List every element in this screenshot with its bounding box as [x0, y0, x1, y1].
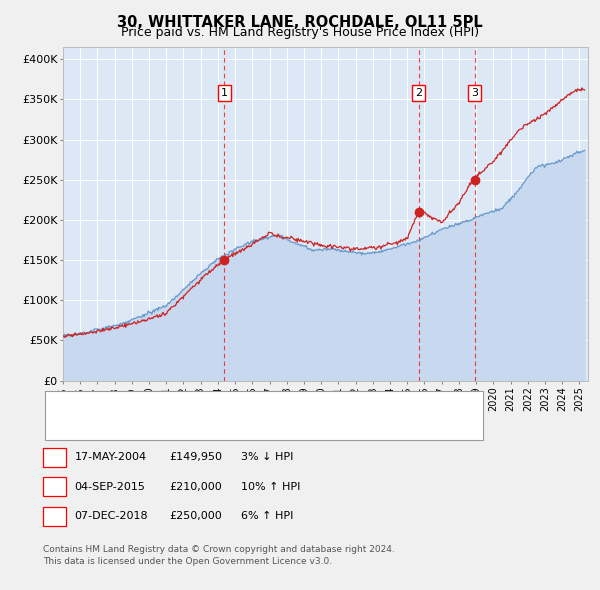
Text: 04-SEP-2015: 04-SEP-2015 — [74, 482, 145, 491]
Text: 3% ↓ HPI: 3% ↓ HPI — [241, 453, 293, 462]
Text: 2: 2 — [415, 88, 422, 98]
Text: 6% ↑ HPI: 6% ↑ HPI — [241, 512, 293, 521]
Text: This data is licensed under the Open Government Licence v3.0.: This data is licensed under the Open Gov… — [43, 557, 332, 566]
Text: 07-DEC-2018: 07-DEC-2018 — [74, 512, 148, 521]
Text: 10% ↑ HPI: 10% ↑ HPI — [241, 482, 301, 491]
Text: 30, WHITTAKER LANE, ROCHDALE, OL11 5PL: 30, WHITTAKER LANE, ROCHDALE, OL11 5PL — [117, 15, 483, 30]
Text: Price paid vs. HM Land Registry's House Price Index (HPI): Price paid vs. HM Land Registry's House … — [121, 26, 479, 39]
Text: 1: 1 — [51, 453, 58, 462]
Text: 3: 3 — [471, 88, 478, 98]
Text: 1: 1 — [221, 88, 228, 98]
Text: 30, WHITTAKER LANE, ROCHDALE, OL11 5PL (detached house): 30, WHITTAKER LANE, ROCHDALE, OL11 5PL (… — [90, 399, 415, 409]
Text: HPI: Average price, detached house, Rochdale: HPI: Average price, detached house, Roch… — [90, 421, 331, 431]
Text: 2: 2 — [51, 482, 58, 491]
Text: £210,000: £210,000 — [169, 482, 222, 491]
Text: £250,000: £250,000 — [169, 512, 222, 521]
Text: 3: 3 — [51, 512, 58, 521]
Text: £149,950: £149,950 — [169, 453, 222, 462]
Text: Contains HM Land Registry data © Crown copyright and database right 2024.: Contains HM Land Registry data © Crown c… — [43, 545, 395, 555]
Text: 17-MAY-2004: 17-MAY-2004 — [74, 453, 146, 462]
